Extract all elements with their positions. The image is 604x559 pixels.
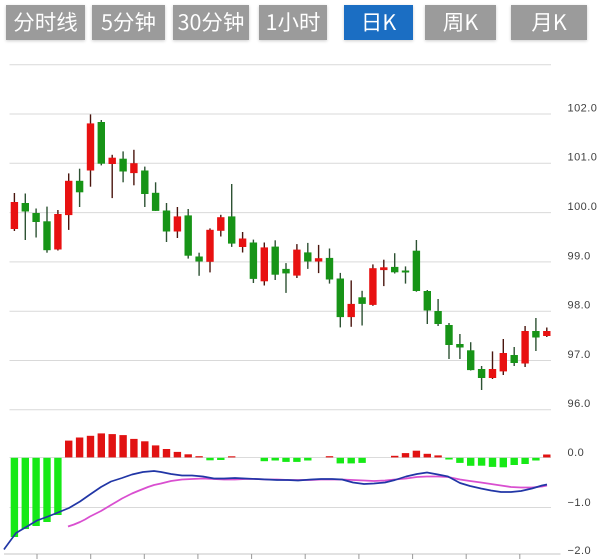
svg-text:101.0: 101.0 xyxy=(568,152,598,164)
svg-text:−2.0: −2.0 xyxy=(568,545,592,557)
svg-text:0.0: 0.0 xyxy=(568,447,585,459)
svg-text:100.0: 100.0 xyxy=(568,201,598,213)
svg-text:99.0: 99.0 xyxy=(568,250,591,262)
svg-text:97.0: 97.0 xyxy=(568,349,591,361)
svg-text:96.0: 96.0 xyxy=(568,398,591,410)
svg-text:102.0: 102.0 xyxy=(568,102,598,114)
svg-text:98.0: 98.0 xyxy=(568,300,591,312)
svg-text:−1.0: −1.0 xyxy=(568,497,592,509)
